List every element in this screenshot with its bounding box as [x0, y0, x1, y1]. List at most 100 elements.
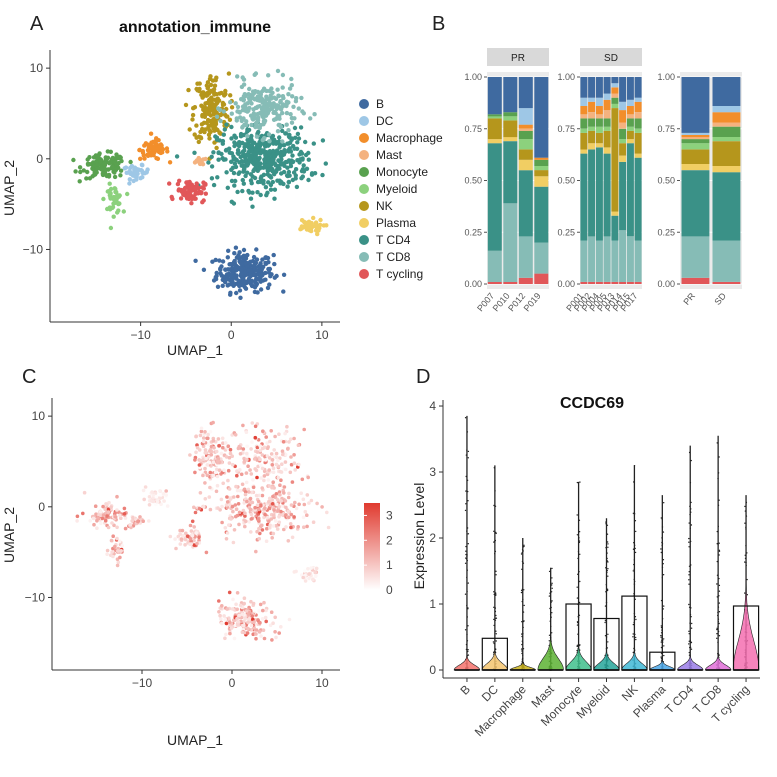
expression-point	[249, 447, 253, 451]
umap-point	[254, 257, 260, 262]
expression-point	[183, 543, 187, 547]
expression-point	[285, 424, 289, 429]
umap-point	[239, 267, 245, 273]
umap-point	[247, 156, 252, 161]
violin-point	[691, 622, 693, 625]
umap-point	[271, 117, 277, 123]
umap-point	[239, 84, 245, 90]
expression-point	[180, 528, 185, 533]
umap-point	[302, 220, 307, 225]
expression-point	[242, 623, 246, 628]
umap-point	[198, 190, 203, 195]
violin-point	[467, 625, 469, 627]
violin-dc: DC	[479, 465, 509, 704]
expression-point	[234, 484, 238, 489]
umap-point	[240, 188, 245, 194]
umap-point	[311, 141, 316, 146]
umap-point	[239, 278, 245, 284]
expression-point	[284, 505, 288, 510]
umap-point	[237, 115, 243, 120]
umap-point	[77, 165, 83, 170]
umap-point	[276, 93, 282, 99]
umap-point	[272, 261, 277, 267]
facet-strip-label: SD	[604, 53, 618, 64]
umap-point	[275, 87, 280, 92]
umap-point	[199, 92, 204, 98]
umap-point	[71, 157, 76, 163]
violin-point	[495, 532, 497, 535]
umap-point	[240, 159, 245, 164]
panel-b-stacked-bars: PRP007P010P012P0190.000.250.500.751.00SD…	[464, 48, 742, 313]
umap-point	[245, 101, 250, 106]
expression-point	[301, 515, 306, 520]
expression-point	[195, 541, 199, 546]
umap-point	[263, 112, 269, 117]
bar-segment	[595, 106, 603, 115]
umap-point	[257, 155, 262, 161]
expression-point	[244, 430, 249, 435]
violin-point	[718, 590, 721, 592]
bar-segment	[603, 99, 611, 111]
umap-point	[267, 173, 273, 178]
bar-segment	[503, 116, 518, 121]
bar-segment	[619, 143, 627, 156]
expression-point	[305, 513, 309, 517]
expression-point	[254, 636, 258, 641]
expression-point	[292, 515, 296, 519]
umap-point	[200, 114, 205, 119]
violin-point	[464, 629, 467, 631]
violin-point	[635, 636, 637, 639]
expression-point	[254, 493, 259, 498]
umap-point	[240, 140, 245, 146]
umap-point	[293, 135, 298, 140]
umap-point	[307, 225, 312, 230]
expression-point	[292, 570, 297, 574]
umap-point	[213, 122, 218, 128]
expression-point	[261, 628, 266, 632]
expression-point	[228, 497, 233, 501]
umap-point	[281, 143, 287, 148]
umap-point	[289, 83, 294, 88]
umap-point	[285, 184, 290, 189]
panel-a-title: annotation_immune	[119, 19, 271, 36]
umap-point	[290, 177, 295, 183]
expression-point	[251, 485, 256, 490]
expression-point	[164, 489, 168, 493]
expression-point	[289, 455, 293, 459]
umap-point	[254, 134, 260, 139]
y-tick-label: 0.00	[657, 279, 675, 289]
y-tick-label: 10	[30, 61, 44, 75]
expression-point	[272, 508, 276, 512]
umap-point	[275, 129, 281, 134]
bar-segment	[595, 97, 603, 106]
expression-point	[257, 536, 262, 541]
expression-point	[179, 537, 184, 541]
expression-point	[256, 517, 261, 522]
expression-point	[273, 519, 278, 523]
umap-point	[247, 97, 253, 103]
umap-point	[243, 173, 248, 179]
expression-point	[238, 488, 243, 493]
violin-point	[464, 562, 467, 564]
umap-point	[259, 174, 264, 179]
bar-segment	[603, 77, 611, 94]
bar-segment	[518, 277, 533, 284]
violin-point	[688, 583, 690, 585]
legend-swatch	[359, 116, 369, 126]
violin-point	[551, 582, 553, 584]
expression-point	[223, 441, 228, 445]
expression-point	[219, 497, 224, 502]
umap-point	[95, 154, 100, 160]
umap-point	[281, 272, 287, 277]
expression-point	[201, 473, 205, 478]
umap-point	[300, 174, 305, 179]
y-tick-label: 0.75	[557, 124, 575, 134]
facet-strip-label: PR	[511, 53, 525, 64]
umap-point	[127, 177, 132, 182]
expression-point	[197, 448, 202, 452]
umap-point	[247, 86, 252, 92]
expression-point	[260, 528, 265, 532]
expression-point	[301, 575, 306, 580]
bar-segment	[681, 77, 710, 133]
cluster-t-cd4	[174, 120, 328, 209]
